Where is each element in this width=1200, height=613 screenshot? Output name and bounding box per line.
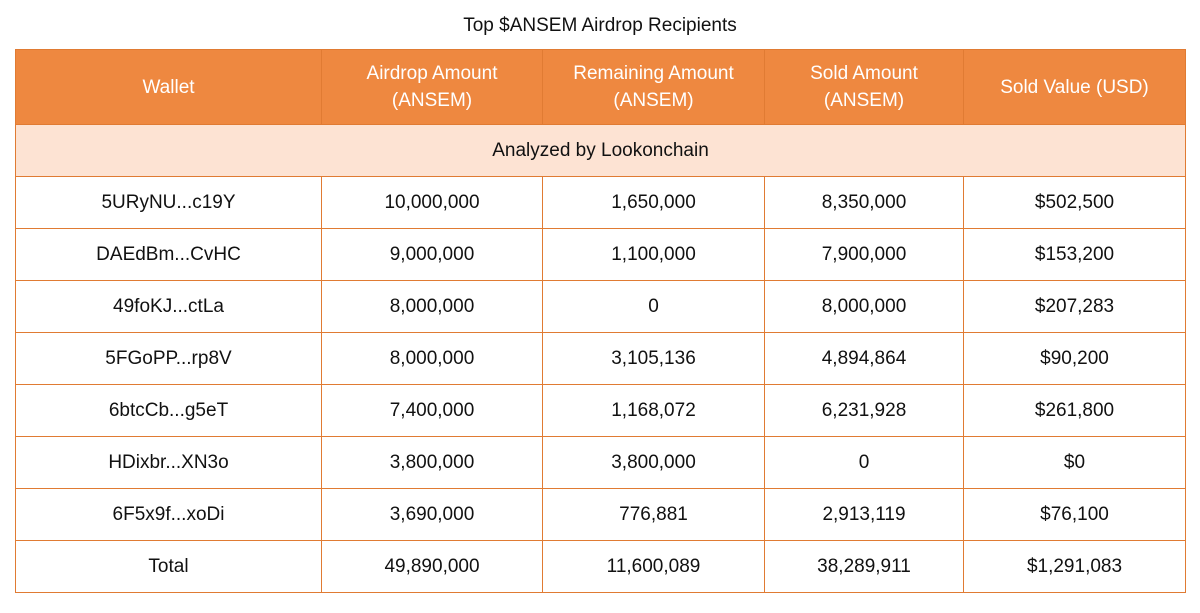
remaining-amount-cell: 0 [542, 280, 765, 333]
remaining-amount-cell: 776,881 [542, 488, 765, 541]
header-sold-amount: Sold Amount (ANSEM) [764, 49, 964, 125]
table-title: Top $ANSEM Airdrop Recipients [463, 15, 737, 36]
airdrop-amount-cell: 9,000,000 [321, 228, 543, 281]
sold-value-cell: $207,283 [963, 280, 1186, 333]
sold-value-cell: $502,500 [963, 176, 1186, 229]
airdrop-amount-cell: 49,890,000 [321, 540, 543, 593]
sold-amount-cell: 0 [764, 436, 964, 489]
wallet-cell: DAEdBm...CvHC [15, 228, 322, 281]
sold-amount-cell: 8,350,000 [764, 176, 964, 229]
header-wallet: Wallet [15, 49, 322, 125]
wallet-cell: 5FGoPP...rp8V [15, 332, 322, 385]
airdrop-recipients-table: Wallet Airdrop Amount (ANSEM) Remaining … [15, 49, 1186, 593]
table-row: DAEdBm...CvHC 9,000,000 1,100,000 7,900,000… [15, 228, 1186, 281]
header-airdrop-amount-unit: (ANSEM) [391, 90, 473, 111]
table-row: 6btcCb...g5eT 7,400,000 1,168,072 6,231,928… [15, 384, 1186, 437]
sold-amount-cell: 4,894,864 [764, 332, 964, 385]
sold-amount-cell: 2,913,119 [764, 488, 964, 541]
airdrop-amount-cell: 10,000,000 [321, 176, 543, 229]
remaining-amount-cell: 3,800,000 [542, 436, 765, 489]
table-row: 5FGoPP...rp8V 8,000,000 3,105,136 4,894,864… [15, 332, 1186, 385]
wallet-cell: 6btcCb...g5eT [15, 384, 322, 437]
remaining-amount-cell: 1,100,000 [542, 228, 765, 281]
wallet-cell: HDixbr...XN3o [15, 436, 322, 489]
wallet-cell: 5URyNU...c19Y [15, 176, 322, 229]
wallet-cell: Total [15, 540, 322, 593]
header-remaining-amount-unit: (ANSEM) [613, 90, 694, 111]
header-wallet-label: Wallet [142, 76, 195, 98]
table-row: 49foKJ...ctLa 8,000,000 0 8,000,000 $207,283 [15, 280, 1186, 333]
header-sold-amount-label: Sold Amount [810, 63, 918, 84]
wallet-cell: 49foKJ...ctLa [15, 280, 322, 333]
remaining-amount-cell: 11,600,089 [542, 540, 765, 593]
sold-amount-cell: 38,289,911 [764, 540, 964, 593]
sold-value-cell: $153,200 [963, 228, 1186, 281]
header-airdrop-amount-label: Airdrop Amount [366, 63, 498, 84]
header-sold-value: Sold Value (USD) [963, 49, 1186, 125]
airdrop-amount-cell: 3,690,000 [321, 488, 543, 541]
sold-value-cell: $1,291,083 [963, 540, 1186, 593]
sold-value-cell: $0 [963, 436, 1186, 489]
analysis-note: Analyzed by Lookonchain [15, 124, 1186, 177]
sold-value-cell: $76,100 [963, 488, 1186, 541]
header-sold-value-label: Sold Value (USD) [1000, 76, 1149, 98]
header-row: Wallet Airdrop Amount (ANSEM) Remaining … [15, 49, 1186, 125]
table-row: 5URyNU...c19Y 10,000,000 1,650,000 8,350,00… [15, 176, 1186, 229]
airdrop-amount-cell: 8,000,000 [321, 332, 543, 385]
sold-amount-cell: 7,900,000 [764, 228, 964, 281]
airdrop-amount-cell: 3,800,000 [321, 436, 543, 489]
header-sold-amount-unit: (ANSEM) [823, 90, 905, 111]
wallet-cell: 6F5x9f...xoDi [15, 488, 322, 541]
table-row: 6F5x9f...xoDi 3,690,000 776,881 2,913,119 $7… [15, 488, 1186, 541]
sold-value-cell: $261,800 [963, 384, 1186, 437]
total-row: Total 49,890,000 11,600,089 38,289,911 $1,29… [15, 540, 1186, 593]
header-remaining-amount: Remaining Amount (ANSEM) [542, 49, 765, 125]
airdrop-amount-cell: 7,400,000 [321, 384, 543, 437]
remaining-amount-cell: 1,650,000 [542, 176, 765, 229]
remaining-amount-cell: 1,168,072 [542, 384, 765, 437]
table-row: HDixbr...XN3o 3,800,000 3,800,000 0 $0 [15, 436, 1186, 489]
remaining-amount-cell: 3,105,136 [542, 332, 765, 385]
analysis-note-row: Analyzed by Lookonchain [15, 124, 1186, 177]
sold-amount-cell: 8,000,000 [764, 280, 964, 333]
header-airdrop-amount: Airdrop Amount (ANSEM) [321, 49, 543, 125]
sold-amount-cell: 6,231,928 [764, 384, 964, 437]
header-remaining-amount-label: Remaining Amount [573, 63, 734, 84]
sold-value-cell: $90,200 [963, 332, 1186, 385]
airdrop-amount-cell: 8,000,000 [321, 280, 543, 333]
